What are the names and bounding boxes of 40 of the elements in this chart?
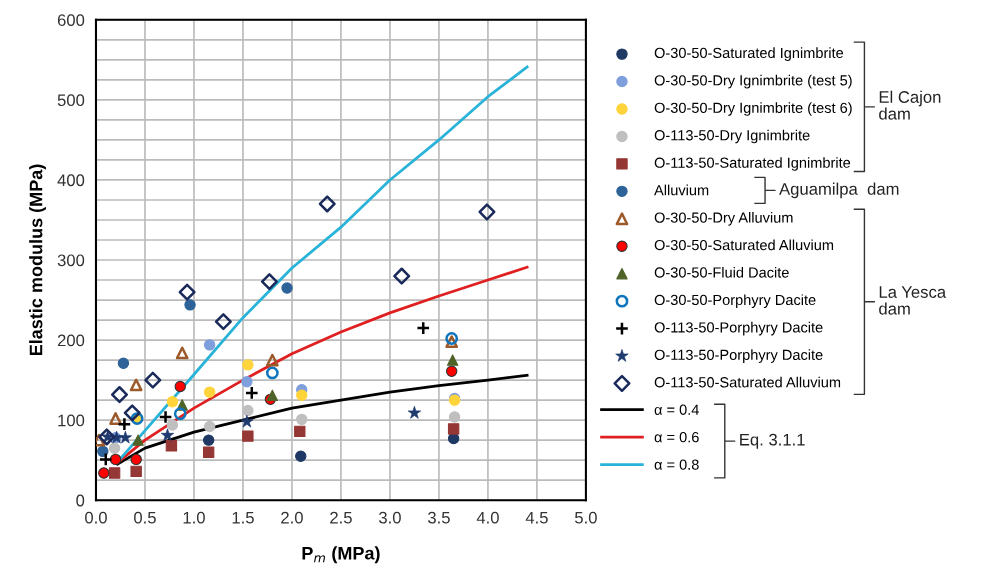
legend-label: O-113-50-Dry Ignimbrite [654,129,810,144]
x-tick-label: 1.5 [232,511,254,524]
legend-label: Alluvium [654,184,709,196]
y-tick-label: 600 [57,14,85,27]
y-tick-label: 300 [57,254,85,267]
x-tick-label: 1.0 [183,511,205,524]
legend-label: O-113-50-Saturated Alluvium [654,376,841,388]
legend-label: O-30-50-Porphyry Dacite [654,294,816,308]
legend-label: α = 0.8 [654,459,699,470]
y-tick-label: 200 [57,334,85,347]
y-axis-title: Elastic modulus (MPa) [29,164,46,356]
x-tick-label: 3.0 [378,511,401,524]
y-tick-label: 500 [57,94,85,107]
legend-label: O-30-50-Dry Ignimbrite (test 5) [654,74,852,89]
x-tick-label: 2.0 [281,511,303,524]
x-tick-label: 0.5 [134,511,156,524]
legend-label: O-113-50-Porphyry Dacite [654,349,823,363]
legend-label: O-30-50-Dry Ignimbrite (test 6) [654,102,852,116]
x-tick-label: 2.5 [330,511,352,524]
legend-label: O-30-50-Fluid Dacite [654,266,789,278]
x-axis-title: P$_{m}$ (MPa) [302,546,380,564]
legend-label: α = 0.6 [654,432,699,443]
x-tick-label: 5.0 [575,511,597,524]
y-tick-label: 400 [57,174,85,187]
legend-label: O-113-50-Porphyry Dacite [654,321,823,336]
text: Aguamilpa dam [779,182,899,199]
x-tick-label: 3.5 [427,511,450,524]
legend-label: O-30-50-Saturated Alluvium [654,239,834,251]
y-tick-label: 100 [58,414,85,427]
x-tick-label: 4.0 [476,511,499,524]
text: El Cajon dam [879,90,941,120]
text: Eq. 3.1.1 [740,433,805,449]
legend-label: O-113-50-Saturated Ignimbrite [654,157,851,171]
legend-label: O-30-50-Dry Alluvium [654,212,793,226]
y-tick-label: 0 [76,494,85,507]
legend-label: α = 0.4 [654,404,699,415]
legend-label: O-30-50-Saturated Ignimbrite [654,47,844,61]
x-tick-label: 0.0 [85,511,107,524]
text: La Yesca dam [879,286,947,315]
x-tick-label: 4.5 [525,511,548,524]
